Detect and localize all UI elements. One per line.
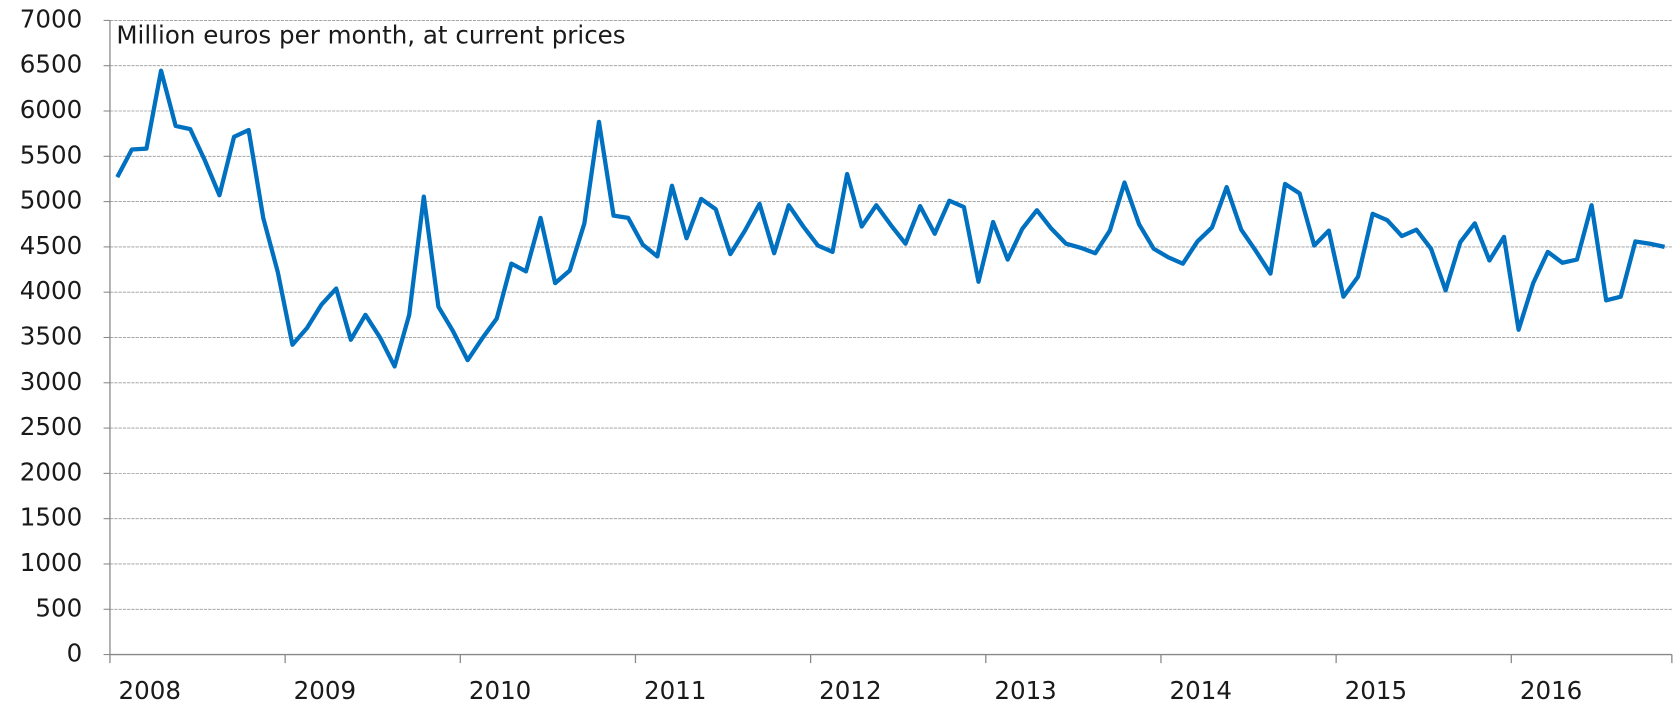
data-line (115, 68, 1666, 369)
y-tick-label: 3000 (20, 367, 82, 396)
x-tick-label: 2016 (1520, 676, 1582, 705)
y-tick-label: 2000 (20, 457, 82, 486)
y-tick-label: 0 (67, 639, 83, 668)
y-tick-label: 2500 (20, 412, 82, 441)
y-tick-label: 500 (35, 593, 82, 622)
x-tick-label: 2009 (294, 676, 356, 705)
annotation: Million euros per month, at current pric… (116, 20, 625, 49)
x-tick-label: 2014 (1170, 676, 1232, 705)
y-tick-label: 4500 (20, 231, 82, 260)
x-tick-label: 2012 (819, 676, 881, 705)
y-tick-label: 1500 (20, 503, 82, 532)
x-tick-label: 2013 (994, 676, 1056, 705)
y-tick-label: 3500 (20, 321, 82, 350)
y-tick-label: 4000 (20, 276, 82, 305)
y-tick-label: 6500 (20, 50, 82, 79)
y-tick-label: 5000 (20, 186, 82, 215)
x-tick-label: 2010 (469, 676, 531, 705)
y-tick-label: 6000 (20, 95, 82, 124)
y-tick-label: 1000 (20, 548, 82, 577)
x-tick-label: 2015 (1345, 676, 1407, 705)
x-tick-label: 2011 (644, 676, 706, 705)
y-tick-label: 7000 (20, 4, 82, 33)
y-tick-label: 5500 (20, 140, 82, 169)
x-tick-label: 2008 (119, 676, 181, 705)
